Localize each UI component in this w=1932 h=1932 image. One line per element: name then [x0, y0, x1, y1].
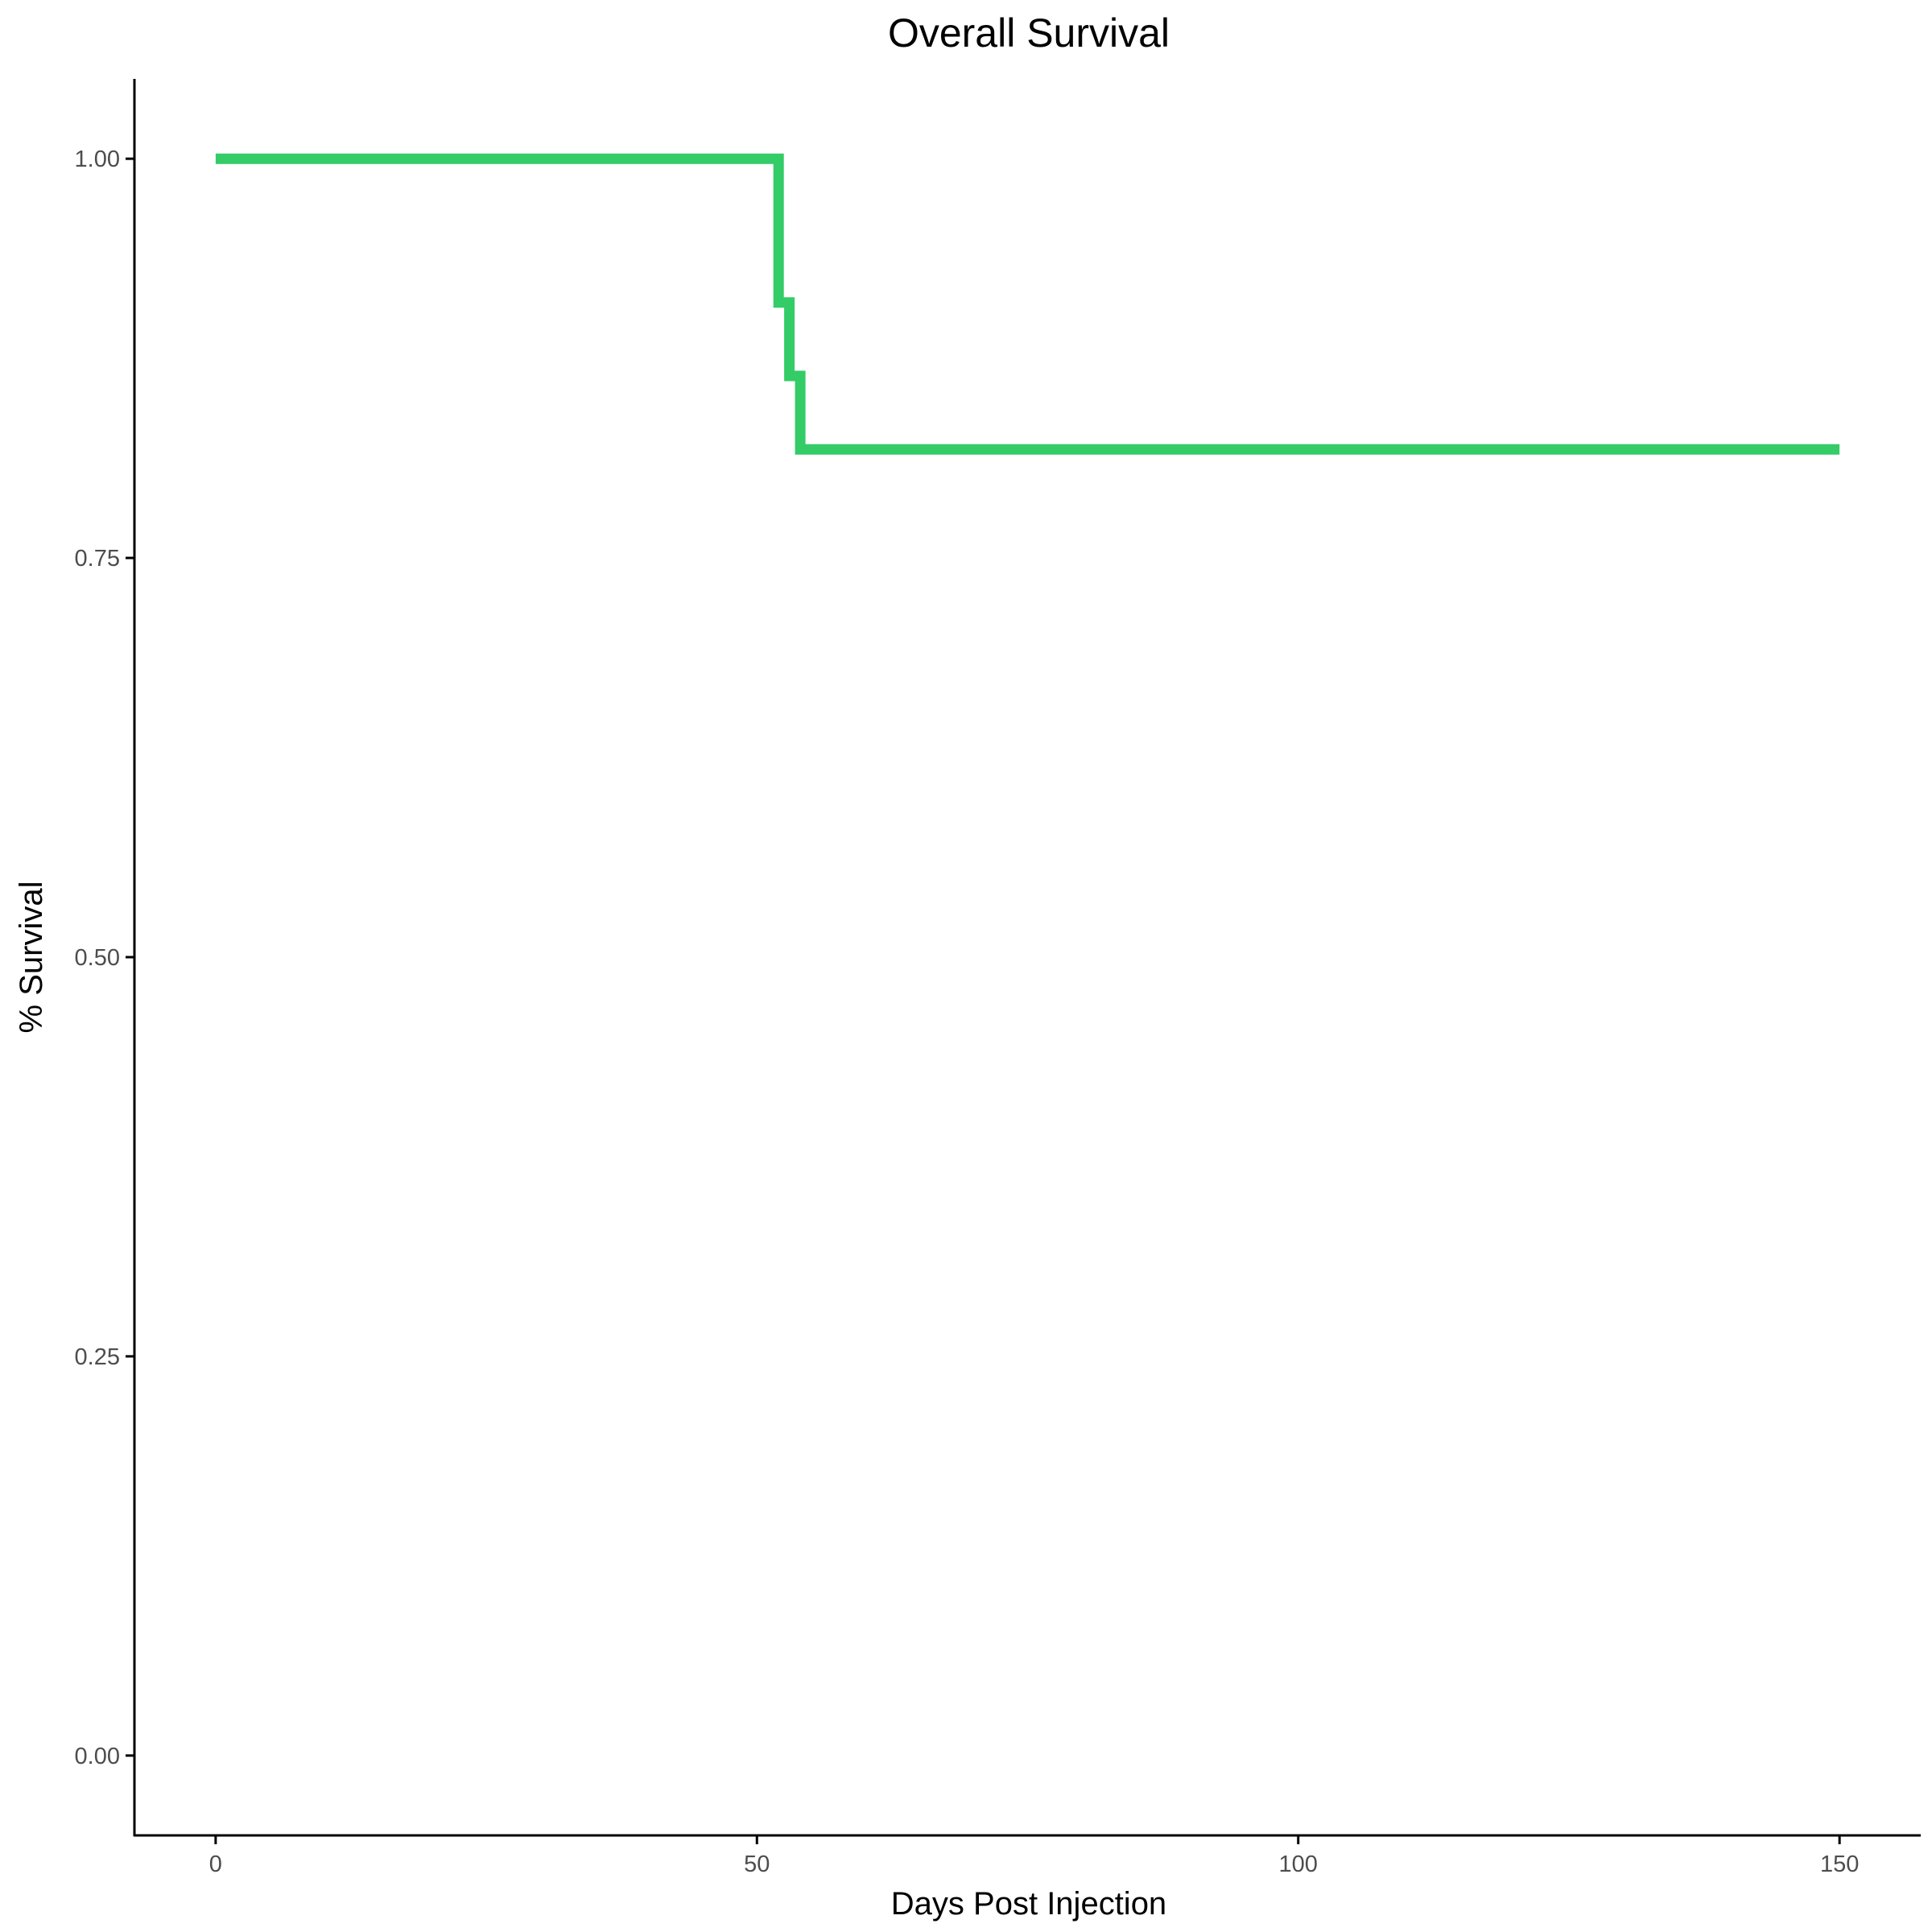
- y-axis-ticks: 0.00 0.25 0.50 0.75 1.00: [75, 147, 134, 1769]
- x-tick-label: 150: [1820, 1852, 1859, 1877]
- x-axis-title: Days Post Injection: [891, 1886, 1166, 1922]
- y-tick-label: 1.00: [75, 147, 120, 172]
- survival-curve-line: [215, 153, 1840, 455]
- y-tick-label: 0.75: [75, 546, 120, 572]
- y-tick-label: 0.25: [75, 1344, 120, 1370]
- x-tick-label: 0: [209, 1852, 222, 1877]
- y-tick-label: 0.50: [75, 945, 120, 971]
- series-layer: [215, 153, 1840, 455]
- x-axis-ticks: 0 50 100 150: [209, 1835, 1859, 1877]
- x-tick-label: 100: [1279, 1852, 1318, 1877]
- y-tick-label: 0.00: [75, 1744, 120, 1769]
- chart-title: Overall Survival: [888, 10, 1170, 56]
- y-axis-title: % Survival: [14, 881, 49, 1034]
- x-tick-label: 50: [744, 1852, 770, 1877]
